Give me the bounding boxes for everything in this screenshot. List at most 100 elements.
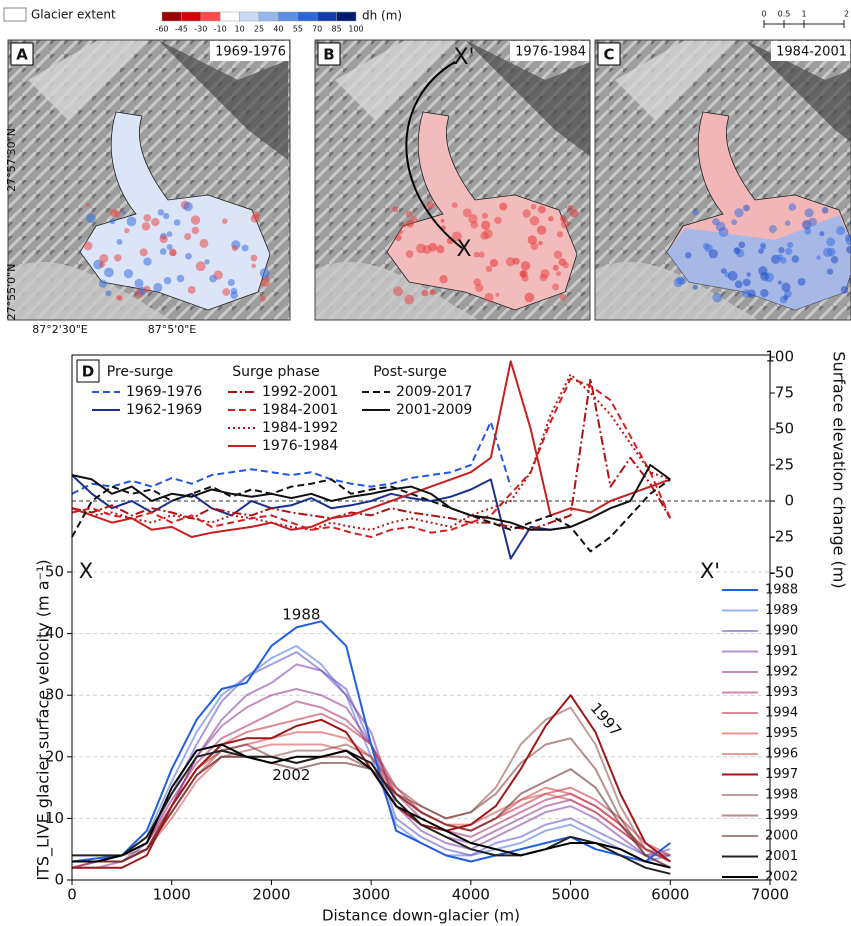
legend-label: 1994 (765, 706, 798, 721)
dh-speckle (481, 220, 491, 230)
legend-label: 1991 (765, 644, 798, 659)
legend-label: 1984-2001 (262, 402, 338, 418)
dh-speckle (738, 241, 746, 249)
legend-label: 1969-1976 (126, 384, 202, 400)
dh-speckle (400, 222, 406, 228)
dh-speckle (98, 261, 105, 268)
dh-speckle (86, 213, 96, 223)
dh-speckle (123, 268, 134, 279)
legend-group-title: Pre-surge (107, 364, 174, 380)
map-ridge (158, 40, 288, 160)
profile-end: X' (700, 559, 720, 583)
dh-speckle (406, 219, 414, 228)
dh-speckle (536, 225, 547, 235)
dh-speckle (816, 255, 821, 260)
dh-speckle (98, 279, 107, 288)
lat-label: 27°57'30"N (5, 128, 18, 192)
dh-speckle (797, 277, 806, 286)
scalebar-label: 0.5 (778, 10, 791, 19)
dh-speckle (540, 269, 550, 279)
dh-speckle (684, 252, 692, 259)
dh-speckle (191, 226, 200, 235)
dh-speckle (779, 257, 787, 264)
dh-speckle (485, 265, 493, 273)
data-line (72, 749, 671, 875)
x-tick-label: 3000 (352, 886, 390, 904)
y-axis-title: ITS_LIVE glacier surface velocity (m a⁻¹… (34, 559, 54, 880)
colorbar-tick-label: 25 (254, 25, 264, 34)
legend-label: 1997 (765, 767, 798, 782)
dh-speckle (163, 276, 172, 285)
dh-speckle (250, 254, 258, 262)
dh-speckle (734, 208, 744, 218)
colorbar-tick-label: -45 (175, 25, 188, 34)
dh-speckle (103, 267, 114, 278)
dh-speckle (826, 268, 834, 275)
profile-bottom-label: X (456, 237, 471, 262)
dh-speckle (222, 288, 231, 296)
x-tick-label: 1000 (153, 886, 191, 904)
data-line (71, 651, 671, 869)
scalebar-label: 1 (801, 10, 806, 19)
dh-speckle (426, 201, 435, 209)
dh-speckle (840, 285, 849, 294)
dh-speckle (819, 231, 825, 237)
dh-speckle (781, 282, 791, 292)
dh-speckle (530, 242, 539, 251)
dh-speckle (785, 247, 793, 255)
dh-speckle (222, 218, 228, 224)
legend-label: 1989 (765, 603, 798, 618)
dh-speckle (404, 294, 415, 305)
dh-speckle (494, 216, 502, 225)
dh-speckle (86, 203, 90, 207)
x-tick-label: 7000 (751, 886, 789, 904)
dh-speckle (673, 277, 683, 288)
dh-speckle (166, 231, 173, 237)
map-panel (595, 40, 851, 320)
x-tick-label: 2000 (252, 886, 290, 904)
map-panel (8, 40, 290, 320)
dh-speckle (252, 211, 261, 220)
legend-group-title: Surge phase (232, 364, 319, 380)
dh-speckle (742, 289, 751, 298)
annotation: 2002 (272, 766, 310, 784)
dh-speckle (559, 293, 567, 301)
dh-speckle (157, 209, 165, 216)
dh-speckle (731, 219, 738, 226)
dh-speckle (530, 203, 537, 210)
glacier-lobe (667, 215, 851, 310)
legend-label: 2002 (765, 870, 798, 885)
legend-group-title: Post-surge (373, 364, 447, 380)
dh-speckle (251, 263, 256, 269)
y2-tick-label: -25 (770, 528, 795, 546)
dh-speckle (548, 216, 554, 222)
dh-speckle (159, 248, 167, 255)
dh-speckle (830, 255, 839, 264)
annotation: 1988 (282, 606, 320, 624)
legend-label: 1992-2001 (262, 384, 338, 400)
dh-speckle (153, 282, 163, 293)
profile-line (405, 61, 463, 249)
dh-speckle (422, 244, 432, 254)
dh-speckle (823, 247, 833, 257)
dh-speckle (743, 204, 750, 212)
legend-swatch (3, 7, 27, 22)
dh-speckle (230, 287, 238, 295)
dh-speckle (553, 250, 563, 259)
dh-speckle (692, 209, 699, 216)
panel-frame (314, 39, 591, 321)
legend-label: 1995 (765, 726, 798, 741)
colorbar-bin (181, 11, 202, 22)
period-label: 1969-1976 (215, 45, 286, 60)
panel-letter: B (323, 46, 334, 64)
scalebar-label: 0 (761, 10, 766, 19)
dh-speckle (569, 209, 579, 218)
x-tick-label: 0 (67, 886, 77, 904)
dh-speckle (185, 252, 192, 260)
dh-speckle (176, 274, 185, 283)
map-ridge (465, 40, 590, 157)
colorbar-tick-label: -10 (214, 25, 227, 34)
dh-speckle (259, 295, 266, 302)
y2-tick-label: 0 (784, 492, 794, 510)
y2-tick-label: 25 (775, 456, 794, 474)
